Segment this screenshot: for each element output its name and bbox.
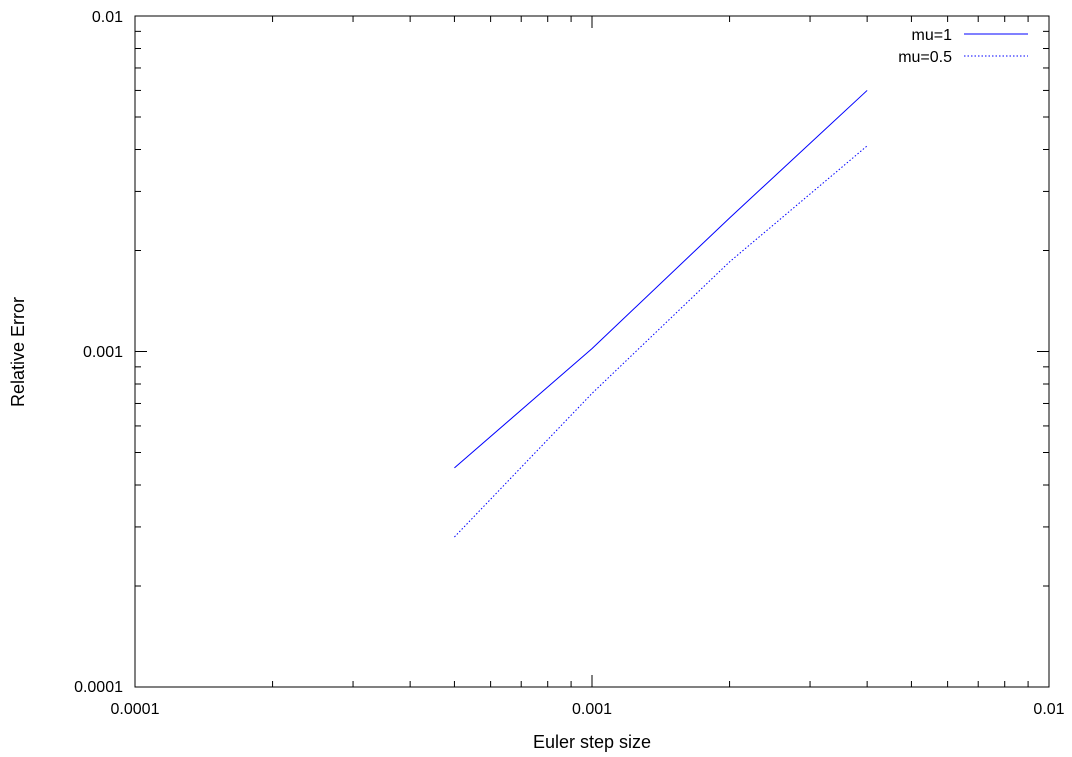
y-tick-label-1: 0.001 <box>83 344 123 361</box>
legend: mu=1 mu=0.5 <box>898 27 1028 66</box>
plot-frame <box>134 15 1050 688</box>
y-tick-label-0: 0.0001 <box>74 679 123 696</box>
y-tick-label-2: 0.01 <box>92 9 123 26</box>
major-ticks <box>134 15 1050 688</box>
x-tick-label-1: 0.001 <box>572 701 612 718</box>
x-tick-label-0: 0.0001 <box>111 701 160 718</box>
series-line-1 <box>454 145 868 538</box>
series-line-0 <box>454 90 868 469</box>
x-tick-label-2: 0.01 <box>1033 701 1064 718</box>
legend-label-0: mu=1 <box>912 27 953 44</box>
x-axis-title: Euler step size <box>533 732 651 752</box>
y-axis-title: Relative Error <box>8 297 28 407</box>
minor-ticks <box>135 16 1049 687</box>
series-layer <box>454 90 868 538</box>
legend-label-1: mu=0.5 <box>898 49 952 66</box>
